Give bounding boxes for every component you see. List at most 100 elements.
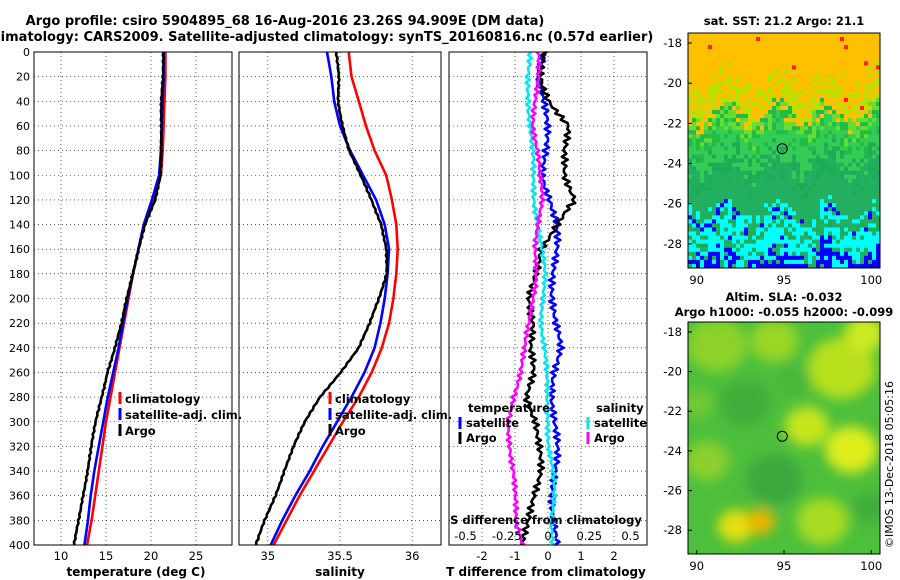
sst-cell bbox=[708, 89, 713, 95]
sst-cell bbox=[752, 166, 757, 172]
sst-cell bbox=[856, 33, 861, 38]
sst-cell bbox=[776, 235, 781, 241]
sst-cell bbox=[696, 41, 701, 46]
sst-cell bbox=[736, 223, 741, 228]
sst-cell bbox=[840, 130, 845, 135]
sst-cell bbox=[744, 53, 749, 58]
sst-cell bbox=[728, 122, 733, 127]
sst-cell bbox=[792, 247, 797, 253]
sst-cell bbox=[740, 174, 745, 180]
sst-cell bbox=[804, 114, 809, 119]
sst-cell bbox=[868, 154, 873, 159]
sst-cell bbox=[696, 195, 701, 200]
sst-cell bbox=[772, 219, 777, 224]
sst-cell bbox=[712, 37, 717, 42]
sst-cell bbox=[688, 170, 693, 176]
depth-tick-label: 120 bbox=[9, 194, 30, 207]
sst-cell bbox=[776, 101, 781, 107]
sst-cell bbox=[784, 174, 789, 180]
sst-cell bbox=[764, 109, 769, 115]
sst-cell bbox=[828, 199, 833, 204]
sst-cell bbox=[688, 195, 693, 200]
sst-cell bbox=[856, 251, 861, 257]
sst-cell bbox=[748, 33, 753, 38]
sst-cell bbox=[744, 69, 749, 74]
sst-cell bbox=[864, 223, 869, 228]
sst-cell bbox=[868, 199, 873, 204]
sst-cell bbox=[788, 174, 793, 180]
sst-cell bbox=[792, 109, 797, 115]
sst-cell bbox=[788, 251, 793, 257]
sst-cell bbox=[784, 77, 789, 83]
sst-cell bbox=[740, 77, 745, 83]
sst-cell bbox=[836, 174, 841, 180]
sst-cell bbox=[780, 162, 785, 168]
sst-cell bbox=[748, 203, 753, 208]
x-tick-label: 10 bbox=[54, 549, 69, 563]
sst-cell bbox=[732, 154, 737, 159]
sst-cell bbox=[876, 191, 880, 196]
sst-cell bbox=[772, 65, 777, 70]
sst-cell bbox=[840, 158, 845, 164]
sst-cell bbox=[812, 263, 817, 268]
sst-cell bbox=[768, 105, 773, 111]
sst-cell bbox=[772, 122, 777, 127]
sst-cell bbox=[792, 118, 797, 123]
sst-cell bbox=[804, 73, 809, 78]
sst-cell bbox=[812, 130, 817, 135]
sst-cell bbox=[780, 191, 785, 196]
sst-cell bbox=[840, 215, 845, 220]
sst-cell bbox=[688, 85, 693, 91]
sst-cell bbox=[740, 195, 745, 200]
sst-cell bbox=[820, 77, 825, 83]
sst-cell bbox=[788, 170, 793, 176]
sst-cell bbox=[824, 170, 829, 176]
sst-cell bbox=[796, 219, 801, 224]
sst-cell bbox=[732, 211, 737, 216]
sst-cell bbox=[856, 170, 861, 176]
sst-cell bbox=[784, 162, 789, 168]
sst-cell bbox=[752, 45, 757, 50]
map-y-tick-label: -26 bbox=[663, 484, 682, 498]
sst-cell bbox=[780, 65, 785, 70]
sst-cell bbox=[704, 154, 709, 159]
sst-cell bbox=[748, 85, 753, 91]
sst-cell bbox=[764, 158, 769, 164]
sst-cell bbox=[840, 61, 845, 66]
sst-cell bbox=[744, 138, 749, 143]
sst-cell bbox=[724, 118, 729, 123]
sst-cell bbox=[720, 53, 725, 58]
sst-cell bbox=[844, 57, 849, 62]
sst-cell bbox=[832, 207, 837, 212]
sst-cell bbox=[784, 114, 789, 119]
sst-cell bbox=[832, 85, 837, 91]
sst-cell bbox=[812, 223, 817, 228]
sst-cell bbox=[800, 219, 805, 224]
sst-cell bbox=[772, 73, 777, 78]
sst-cell bbox=[872, 186, 877, 192]
sst-cell bbox=[772, 118, 777, 123]
depth-tick-label: 400 bbox=[9, 539, 30, 552]
sst-cell bbox=[852, 203, 857, 208]
sst-cell bbox=[712, 41, 717, 46]
sst-cell bbox=[712, 219, 717, 224]
sst-cell bbox=[828, 109, 833, 115]
sst-cell bbox=[876, 41, 880, 46]
sst-cell bbox=[700, 114, 705, 119]
sst-cell bbox=[732, 162, 737, 168]
sst-cell bbox=[792, 142, 797, 147]
sst-cell bbox=[872, 41, 877, 46]
sst-cell bbox=[772, 45, 777, 50]
sst-cell bbox=[800, 154, 805, 159]
sst-cell bbox=[692, 101, 697, 107]
sst-cell bbox=[876, 150, 880, 155]
sst-cell bbox=[852, 186, 857, 192]
sst-cell bbox=[724, 219, 729, 224]
sst-cell bbox=[848, 174, 853, 180]
sst-cell bbox=[812, 105, 817, 111]
sst-cell bbox=[724, 243, 729, 249]
sst-cell bbox=[780, 215, 785, 220]
sst-cell bbox=[872, 69, 877, 74]
sst-cell bbox=[756, 85, 761, 91]
sst-cell bbox=[764, 166, 769, 172]
